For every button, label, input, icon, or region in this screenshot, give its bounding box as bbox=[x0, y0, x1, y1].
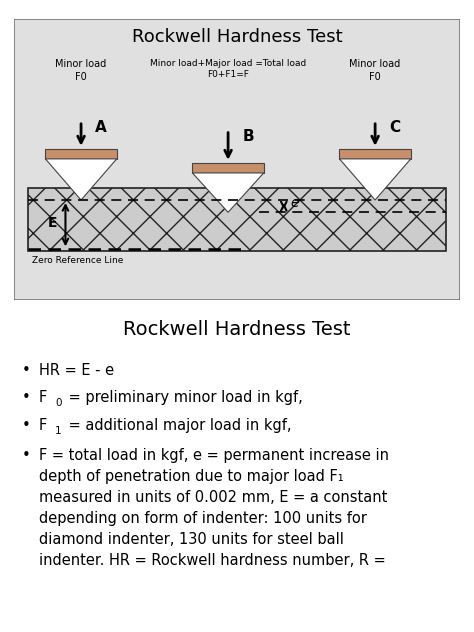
Text: Rockwell Hardness Test: Rockwell Hardness Test bbox=[123, 320, 351, 339]
Text: Minor load
F0: Minor load F0 bbox=[349, 59, 401, 82]
Bar bbox=[27, 188, 447, 251]
Text: Zero Reference Line: Zero Reference Line bbox=[32, 256, 123, 265]
Bar bbox=[339, 149, 411, 159]
Text: e: e bbox=[291, 196, 299, 210]
Text: A: A bbox=[95, 121, 107, 135]
Text: = preliminary minor load in kgf,: = preliminary minor load in kgf, bbox=[64, 391, 303, 406]
Text: Minor load+Major load =Total load
F0+F1=F: Minor load+Major load =Total load F0+F1=… bbox=[150, 59, 306, 80]
Text: •: • bbox=[22, 363, 30, 377]
Bar bbox=[46, 149, 117, 159]
Text: •: • bbox=[22, 418, 30, 434]
Text: Minor load
F0: Minor load F0 bbox=[55, 59, 107, 82]
Text: HR = E - e: HR = E - e bbox=[39, 363, 114, 377]
Text: •: • bbox=[22, 391, 30, 406]
Text: Rockwell Hardness Test: Rockwell Hardness Test bbox=[132, 28, 342, 46]
Text: 1: 1 bbox=[55, 425, 62, 435]
Bar bbox=[192, 163, 264, 173]
Text: = additional major load in kgf,: = additional major load in kgf, bbox=[64, 418, 292, 434]
Polygon shape bbox=[192, 173, 264, 212]
Polygon shape bbox=[339, 159, 411, 200]
Text: 0: 0 bbox=[55, 398, 62, 408]
Text: F: F bbox=[39, 418, 47, 434]
Text: B: B bbox=[242, 129, 254, 144]
Text: F = total load in kgf, e = permanent increase in
depth of penetration due to maj: F = total load in kgf, e = permanent inc… bbox=[39, 448, 389, 568]
Polygon shape bbox=[46, 159, 117, 200]
Text: C: C bbox=[389, 121, 401, 135]
Text: F: F bbox=[39, 391, 47, 406]
Text: E: E bbox=[48, 216, 57, 230]
Text: •: • bbox=[22, 448, 30, 463]
